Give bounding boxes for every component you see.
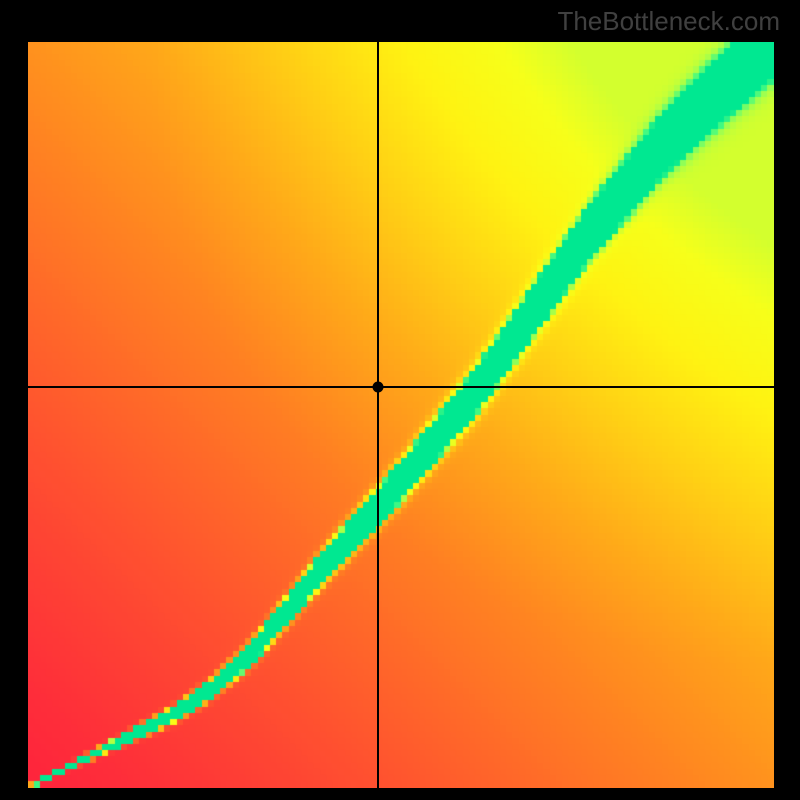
chart-stage: TheBottleneck.com [0,0,800,800]
watermark-text: TheBottleneck.com [557,6,780,37]
plot-area [28,42,774,788]
crosshair-horizontal [28,386,774,388]
crosshair-dot [372,381,383,392]
crosshair-vertical [377,42,379,788]
heatmap-canvas [28,42,774,788]
